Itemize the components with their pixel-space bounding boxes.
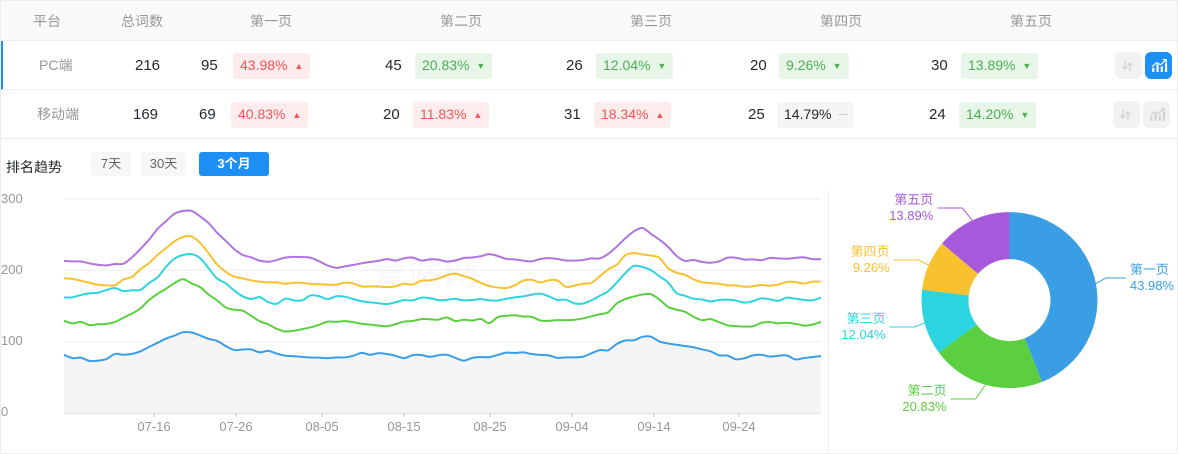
svg-text:第一页: 第一页: [1130, 262, 1169, 277]
svg-text:13.89%: 13.89%: [889, 208, 934, 223]
svg-text:43.98%: 43.98%: [1130, 278, 1175, 293]
svg-text:12.04%: 12.04%: [841, 327, 886, 342]
svg-text:第三页: 第三页: [846, 311, 885, 326]
svg-text:第四页: 第四页: [851, 244, 890, 259]
svg-text:第二页: 第二页: [907, 383, 946, 398]
svg-text:9.26%: 9.26%: [853, 260, 890, 275]
svg-text:20.83%: 20.83%: [902, 399, 947, 414]
svg-text:第五页: 第五页: [894, 192, 933, 207]
